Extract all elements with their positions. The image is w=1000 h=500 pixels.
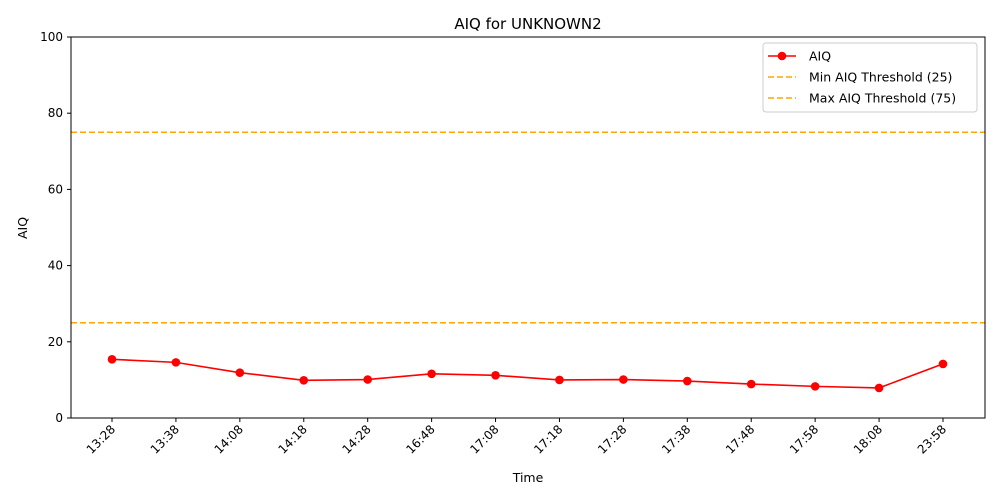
data-point bbox=[363, 375, 372, 384]
plot-frame bbox=[70, 36, 986, 419]
y-tick-label: 100 bbox=[40, 30, 63, 44]
series-layer bbox=[107, 355, 948, 393]
legend: AIQ Min AIQ Threshold (25) Max AIQ Thresho… bbox=[762, 42, 978, 113]
x-tick-label: 14:08 bbox=[212, 422, 246, 456]
x-axis-label: Time bbox=[512, 470, 544, 485]
y-tick-label: 80 bbox=[48, 106, 63, 120]
y-tick-label: 0 bbox=[55, 411, 63, 425]
x-tick-label: 14:18 bbox=[276, 422, 310, 456]
legend-entry-min-threshold: Min AIQ Threshold (25) bbox=[768, 70, 952, 85]
y-tick-label: 60 bbox=[48, 182, 63, 196]
x-tick-label: 17:38 bbox=[659, 422, 693, 456]
data-point bbox=[235, 368, 245, 377]
x-tick-label: 23:58 bbox=[915, 422, 949, 456]
legend-label: AIQ bbox=[809, 49, 831, 64]
legend-entry-aiq: AIQ bbox=[768, 49, 831, 64]
legend-label: Min AIQ Threshold (25) bbox=[809, 70, 952, 85]
legend-entry-max-threshold: Max AIQ Threshold (75) bbox=[768, 91, 956, 106]
data-point bbox=[299, 375, 309, 385]
x-tick-label: 17:28 bbox=[595, 422, 629, 456]
data-point bbox=[107, 355, 117, 364]
data-point bbox=[619, 375, 628, 384]
x-tick-label: 18:08 bbox=[851, 422, 885, 456]
data-point bbox=[683, 376, 692, 386]
x-tick-label: 16:48 bbox=[403, 422, 437, 456]
series-line-aiq bbox=[111, 358, 944, 389]
data-point bbox=[171, 358, 181, 367]
threshold-lines bbox=[71, 131, 985, 324]
data-point bbox=[491, 371, 500, 380]
y-axis-label: AIQ bbox=[15, 217, 30, 239]
x-tick-label: 17:08 bbox=[467, 422, 501, 456]
data-point bbox=[555, 375, 564, 385]
x-tick-label: 13:38 bbox=[148, 422, 182, 456]
x-tick-label: 13:28 bbox=[84, 422, 118, 456]
x-tick-label: 17:18 bbox=[531, 422, 565, 456]
y-axis: 0 20 40 60 80 100 bbox=[40, 30, 71, 425]
data-point bbox=[874, 383, 884, 393]
x-tick-label: 14:28 bbox=[339, 422, 373, 456]
data-point bbox=[746, 379, 756, 389]
x-tick-label: 17:58 bbox=[787, 422, 821, 456]
x-axis: 13:28 13:38 14:08 14:18 14:28 16:48 17:08 17:18… bbox=[84, 418, 949, 457]
x-tick-label: 17:48 bbox=[723, 422, 757, 456]
legend-box bbox=[762, 42, 978, 113]
data-point bbox=[810, 382, 820, 391]
data-point bbox=[427, 369, 436, 379]
legend-label: Max AIQ Threshold (75) bbox=[809, 91, 956, 106]
data-point bbox=[938, 359, 948, 369]
legend-marker-swatch bbox=[777, 51, 787, 61]
y-tick-label: 40 bbox=[48, 259, 63, 273]
y-tick-label: 20 bbox=[48, 335, 63, 349]
chart-title: AIQ for UNKNOWN2 bbox=[454, 15, 601, 33]
